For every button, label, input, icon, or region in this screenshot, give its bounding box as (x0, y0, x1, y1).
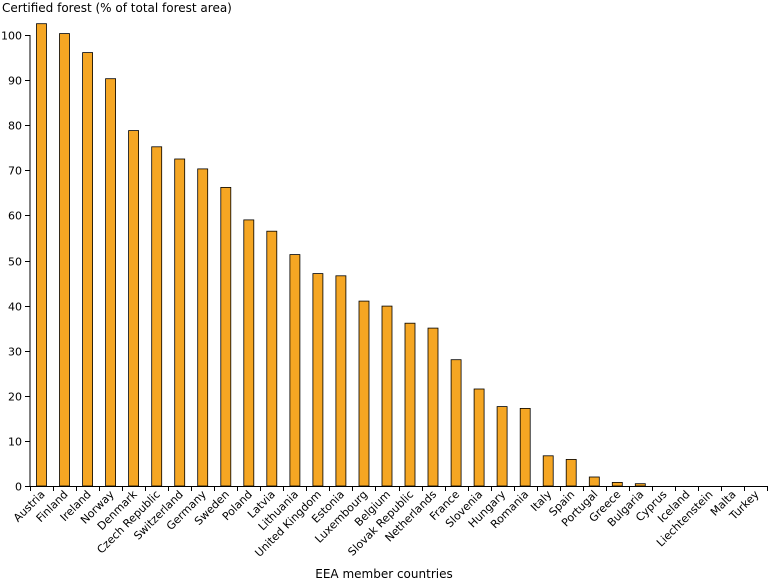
y-tick-label: 50 (8, 256, 22, 269)
bar-belgium (381, 305, 393, 487)
bar-czech-republic (151, 146, 163, 487)
y-tick-label: 40 (8, 301, 22, 314)
bar-austria (36, 23, 47, 487)
bar-poland (243, 219, 255, 487)
bar-finland (59, 33, 70, 487)
bar-bulgaria (634, 483, 646, 487)
y-tick-label: 0 (15, 481, 22, 494)
bar-romania (519, 407, 531, 487)
bar-sweden (220, 186, 232, 487)
bar-france (450, 359, 462, 487)
bar-luxembourg (358, 300, 370, 487)
x-axis: AustriaFinlandIrelandNorwayDenmarkCzech … (11, 486, 768, 560)
bar-slovak-republic (404, 322, 416, 487)
bar-ireland (82, 52, 93, 487)
y-tick-label: 20 (8, 391, 22, 404)
bar-latvia (266, 230, 278, 487)
y-tick-label: 70 (8, 165, 22, 178)
y-tick-label: 90 (8, 75, 22, 88)
x-axis-label: EEA member countries (315, 567, 453, 581)
y-tick-label: 60 (8, 210, 22, 223)
bar-hungary (496, 406, 508, 487)
y-axis: 0 10 20 30 40 50 60 70 80 90 100 (1, 30, 31, 494)
bar-estonia (335, 275, 347, 487)
bar-norway (105, 78, 116, 487)
y-axis-label: Certified forest (% of total forest area… (2, 1, 232, 15)
bar-lithuania (289, 254, 301, 487)
bar-united-kingdom (312, 273, 324, 487)
y-tick-label: 10 (8, 436, 22, 449)
bar-portugal (588, 476, 600, 487)
bar-netherlands (427, 327, 439, 487)
y-tick-label: 30 (8, 346, 22, 359)
bar-italy (542, 455, 554, 487)
bar-denmark (128, 130, 140, 487)
bar-germany (197, 168, 209, 487)
bar-spain (565, 458, 577, 487)
y-tick-label: 100 (1, 30, 22, 43)
bar-slovenia (473, 388, 485, 487)
y-tick-label: 80 (8, 120, 22, 133)
bars (36, 23, 646, 487)
bar-greece (611, 481, 623, 487)
bar-switzerland (174, 158, 186, 487)
